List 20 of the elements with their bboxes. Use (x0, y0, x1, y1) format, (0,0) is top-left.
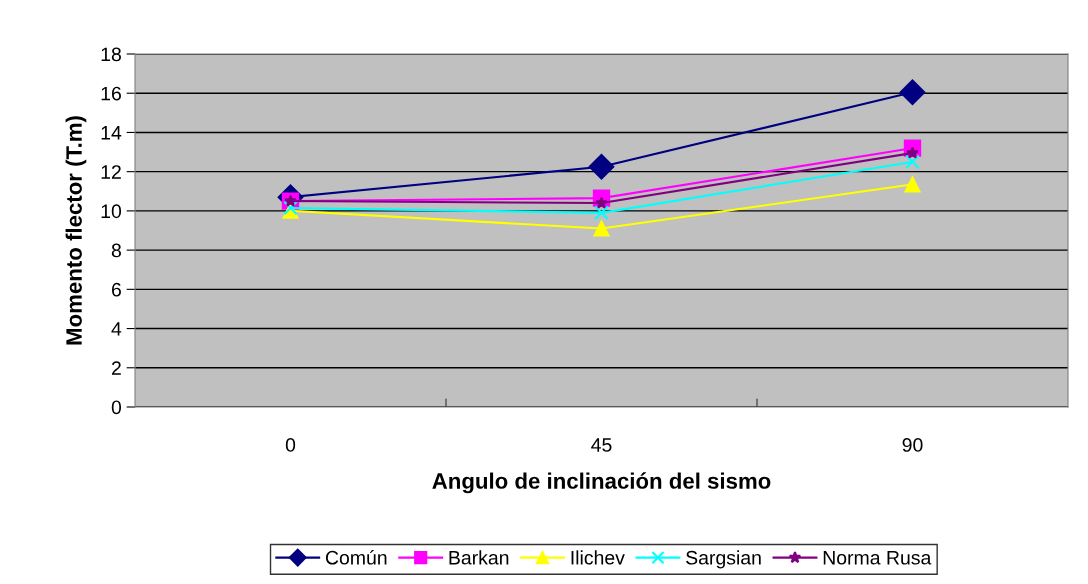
y-tick-label: 4 (111, 322, 122, 336)
y-tick-label: 18 (101, 47, 121, 62)
x-tick-label: 90 (902, 438, 923, 452)
y-tick-label: 16 (101, 86, 121, 101)
legend-label: Ilichev (571, 550, 625, 565)
y-tick-label: 10 (101, 204, 122, 219)
x-tick-label: 45 (591, 438, 612, 452)
y-tick-label: 14 (101, 126, 122, 140)
y-tick-label: 0 (111, 400, 122, 415)
legend-label: Sargsian (686, 550, 761, 569)
y-tick-label: 2 (111, 361, 121, 375)
y-tick-label: 8 (111, 243, 121, 258)
x-tick-label: 0 (285, 438, 296, 452)
legend-label: Barkan (449, 550, 509, 565)
x-axis-title: Angulo de inclinación del sismo (432, 472, 771, 494)
y-tick-label: 6 (111, 282, 121, 297)
y-axis-title: Momento flector (T.m) (65, 116, 87, 345)
legend-label: Común (325, 550, 387, 565)
legend-label: Norma Rusa (823, 551, 932, 565)
y-tick-label: 12 (101, 165, 121, 179)
